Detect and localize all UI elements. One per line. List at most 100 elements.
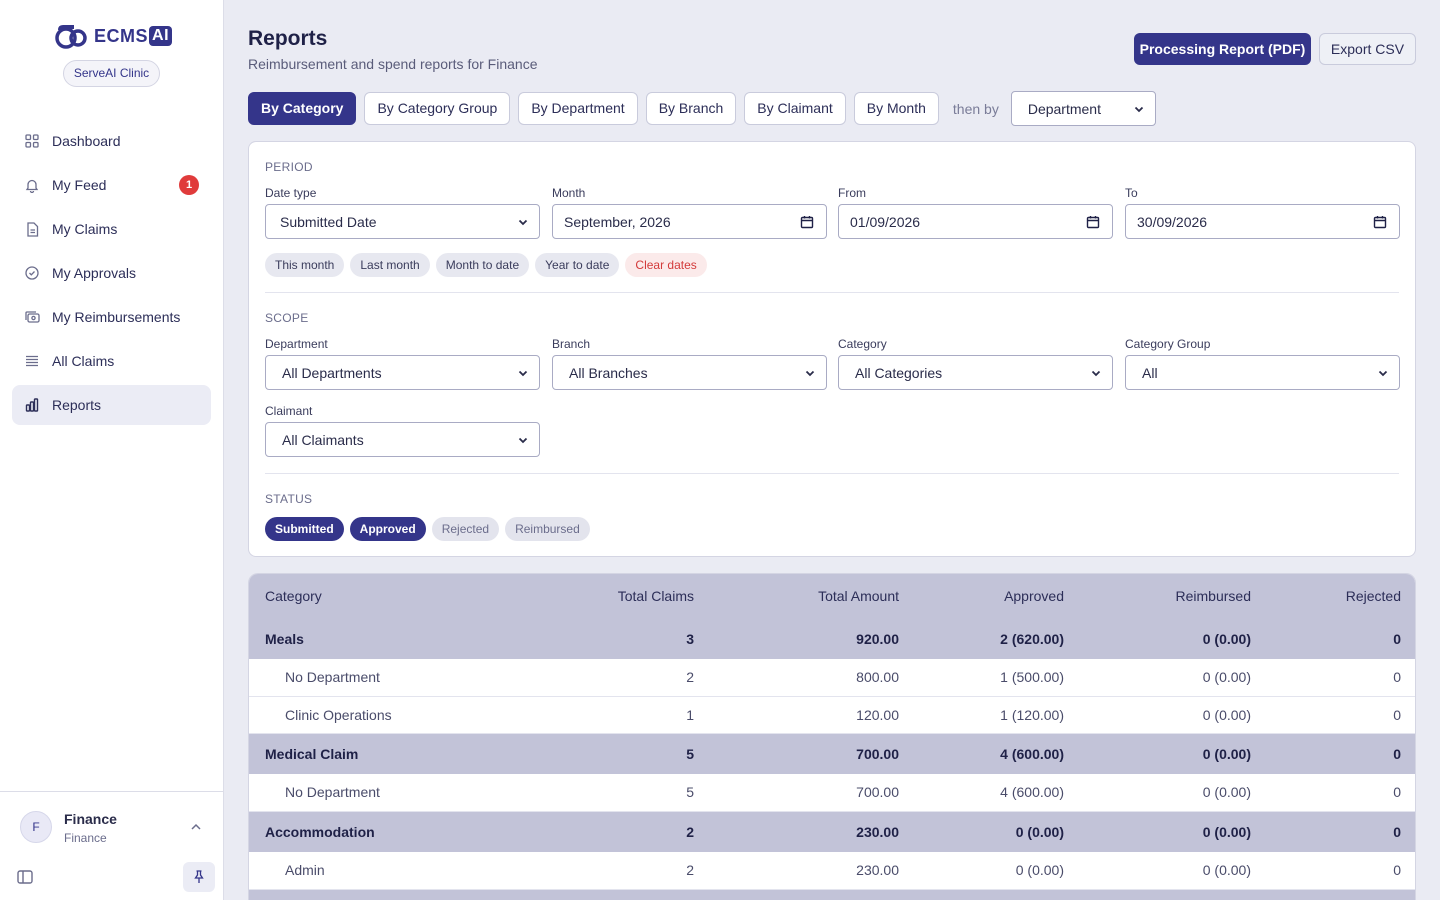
processing-report-pdf-button[interactable]: Processing Report (PDF)	[1134, 33, 1311, 65]
sidebar-item-all-claims[interactable]: All Claims	[12, 341, 211, 381]
cell-total-amount: 700.00	[710, 733, 915, 774]
calendar-icon[interactable]	[1086, 215, 1100, 229]
org-selector[interactable]: ServeAI Clinic	[63, 60, 160, 87]
month-input[interactable]: September, 2026	[552, 204, 827, 239]
chevron-down-icon	[1091, 370, 1101, 376]
avatar: F	[20, 811, 52, 843]
department-select[interactable]: All Departments	[265, 355, 540, 390]
table-group-row[interactable]: Accommodation 2 230.00 0 (0.00) 0 (0.00) 0	[249, 811, 1415, 852]
calendar-icon[interactable]	[800, 215, 814, 229]
cell-approved: 4 (600.00)	[915, 774, 1080, 812]
then-by-value: Department	[1027, 100, 1101, 117]
to-date-input[interactable]: 30/09/2026	[1125, 204, 1400, 239]
chevron-down-icon	[518, 370, 528, 376]
cell-total-claims: 2	[549, 659, 710, 697]
to-label: To	[1125, 186, 1138, 200]
date-type-select[interactable]: Submitted Date	[265, 204, 540, 239]
pin-button[interactable]	[183, 862, 215, 892]
divider	[265, 473, 1399, 474]
sidebar-item-my-approvals[interactable]: My Approvals	[12, 253, 211, 293]
tab-by-branch[interactable]: By Branch	[645, 92, 737, 125]
preset-last-month[interactable]: Last month	[350, 253, 430, 277]
cell-total-claims: 5	[549, 733, 710, 774]
table-header-row: Category Total Claims Total Amount Appro…	[249, 574, 1415, 618]
status-chip-approved[interactable]: Approved	[349, 517, 426, 541]
cell-total-claims: 5	[549, 774, 710, 812]
table-group-row[interactable]	[249, 889, 1415, 900]
claimant-field: All Claimants	[265, 422, 540, 457]
column-header-approved[interactable]: Approved	[915, 574, 1080, 618]
sidebar-item-my-claims[interactable]: My Claims	[12, 209, 211, 249]
report-table-container: Category Total Claims Total Amount Appro…	[248, 573, 1416, 900]
user-menu[interactable]: F Finance Finance	[0, 791, 223, 900]
tab-by-category[interactable]: By Category	[248, 92, 357, 125]
cell-rejected: 0	[1267, 618, 1415, 659]
chevron-down-icon	[518, 219, 528, 225]
from-label: From	[838, 186, 866, 200]
status-chip-rejected[interactable]: Rejected	[431, 517, 500, 541]
month-label: Month	[552, 186, 586, 200]
chevron-up-icon[interactable]	[188, 819, 204, 835]
category-group-value: All	[1142, 364, 1158, 381]
sidebar-item-label: My Approvals	[52, 265, 137, 281]
table-row[interactable]: Admin 2 230.00 0 (0.00) 0 (0.00) 0	[249, 852, 1415, 890]
clear-dates-button[interactable]: Clear dates	[625, 253, 707, 277]
column-header-total-amount[interactable]: Total Amount	[710, 574, 915, 618]
cell-approved: 0 (0.00)	[915, 811, 1080, 852]
claimant-value: All Claimants	[282, 431, 364, 448]
column-header-total-claims[interactable]: Total Claims	[549, 574, 710, 618]
tab-by-claimant[interactable]: By Claimant	[744, 92, 846, 125]
sidebar-item-reports[interactable]: Reports	[12, 385, 211, 425]
column-header-reimbursed[interactable]: Reimbursed	[1080, 574, 1267, 618]
status-chip-reimbursed[interactable]: Reimbursed	[505, 517, 590, 541]
sidebar-toggle-icon[interactable]	[16, 868, 34, 886]
tab-by-department[interactable]: By Department	[518, 92, 638, 125]
bar-chart-icon	[24, 397, 40, 413]
to-field: 30/09/2026	[1125, 204, 1400, 239]
filters-panel: PERIOD Date type Submitted Date Month Se…	[248, 141, 1416, 557]
then-by-select[interactable]: Department	[1010, 91, 1156, 126]
category-group-select[interactable]: All	[1125, 355, 1400, 390]
branch-select[interactable]: All Branches	[552, 355, 827, 390]
status-chip-submitted[interactable]: Submitted	[265, 517, 344, 541]
cell-total-amount: 230.00	[710, 811, 915, 852]
calendar-icon[interactable]	[1373, 215, 1387, 229]
cell-total-amount: 230.00	[710, 852, 915, 890]
date-type-value: Submitted Date	[280, 213, 377, 230]
sidebar-item-my-reimbursements[interactable]: My Reimbursements	[12, 297, 211, 337]
tab-by-month[interactable]: By Month	[853, 92, 939, 125]
preset-year-to-date[interactable]: Year to date	[535, 253, 620, 277]
pin-icon	[194, 870, 204, 883]
sidebar-item-dashboard[interactable]: Dashboard	[12, 121, 211, 161]
table-row[interactable]: No Department 2 800.00 1 (500.00) 0 (0.00) 0	[249, 659, 1415, 697]
cell-total-claims	[549, 889, 710, 900]
tab-by-category-group[interactable]: By Category Group	[364, 92, 511, 125]
table-group-row[interactable]: Meals 3 920.00 2 (620.00) 0 (0.00) 0	[249, 618, 1415, 659]
sidebar-item-my-feed[interactable]: My Feed 1	[12, 165, 211, 205]
app-logo[interactable]: ECMS AI	[54, 22, 173, 50]
category-label: Category	[838, 337, 887, 351]
cell-total-amount	[710, 889, 915, 900]
table-group-row[interactable]: Medical Claim 5 700.00 4 (600.00) 0 (0.00) 0	[249, 733, 1415, 774]
page-title: Reports	[248, 27, 328, 50]
period-title: PERIOD	[265, 160, 313, 174]
preset-month-to-date[interactable]: Month to date	[435, 253, 530, 277]
scope-title: SCOPE	[265, 311, 309, 325]
claimant-select[interactable]: All Claimants	[265, 422, 540, 457]
from-date-input[interactable]: 01/09/2026	[838, 204, 1113, 239]
page-subtitle: Reimbursement and spend reports for Fina…	[248, 56, 538, 72]
cell-approved: 4 (600.00)	[915, 733, 1080, 774]
preset-this-month[interactable]: This month	[265, 253, 345, 277]
column-header-rejected[interactable]: Rejected	[1267, 574, 1415, 618]
chevron-down-icon	[518, 437, 528, 443]
table-row[interactable]: No Department 5 700.00 4 (600.00) 0 (0.00) 0	[249, 774, 1415, 812]
category-value: All Categories	[855, 364, 943, 381]
then-by-label: then by	[952, 100, 999, 117]
export-csv-button[interactable]: Export CSV	[1319, 33, 1416, 65]
column-header-category[interactable]: Category	[249, 574, 549, 618]
cell-approved: 2 (620.00)	[915, 618, 1080, 659]
chevron-down-icon	[1378, 370, 1388, 376]
category-select[interactable]: All Categories	[838, 355, 1113, 390]
table-row[interactable]: Clinic Operations 1 120.00 1 (120.00) 0 (0.0…	[249, 696, 1415, 734]
sidebar-item-label: My Claims	[52, 221, 118, 237]
